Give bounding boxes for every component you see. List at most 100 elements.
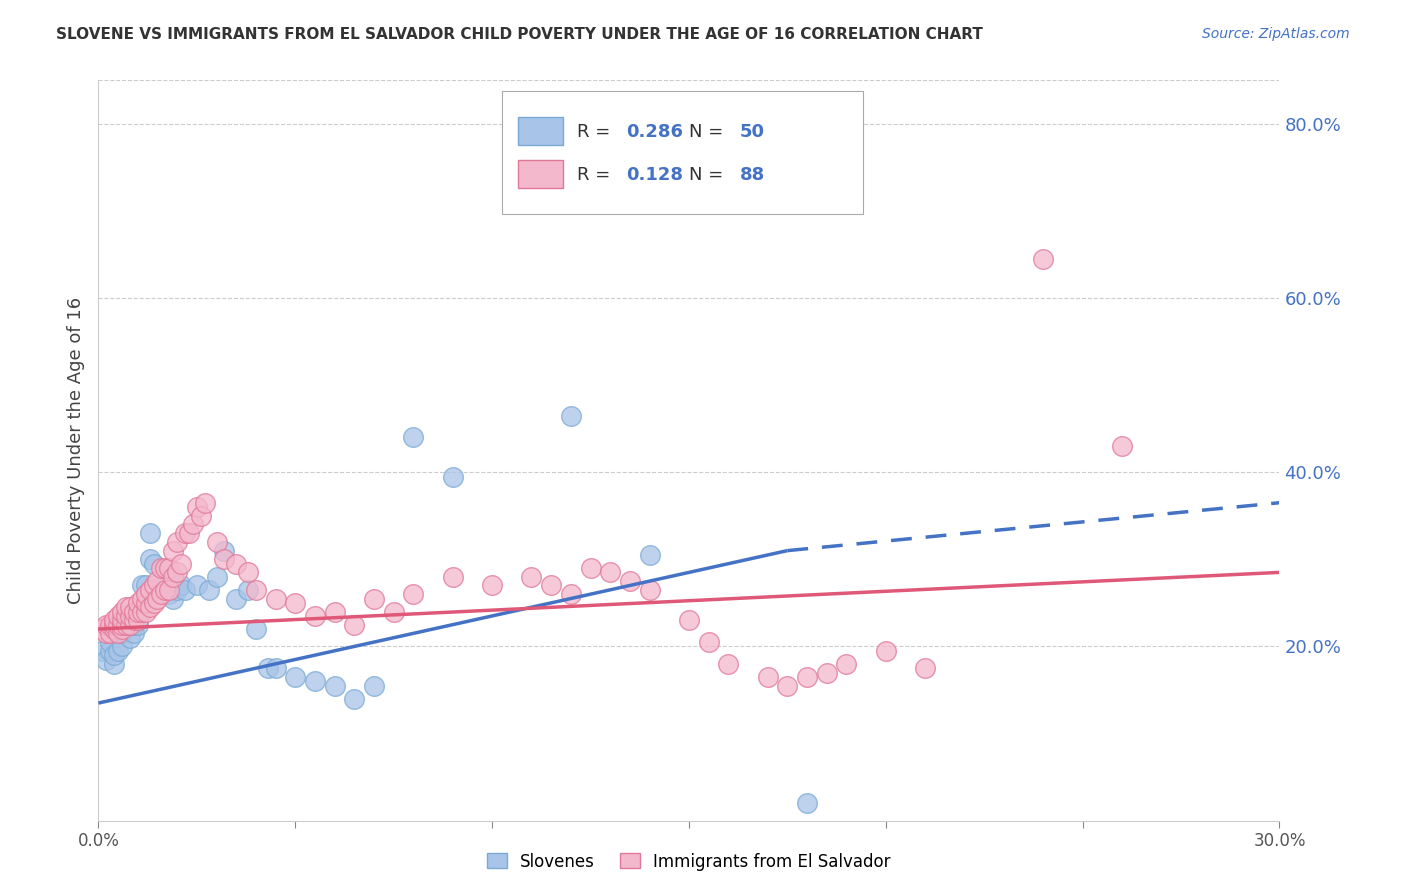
Point [166, 582, 188, 597]
Point [835, 657, 858, 671]
Point [441, 469, 464, 483]
Point [1111, 439, 1133, 453]
Point [107, 609, 129, 624]
Point [157, 582, 180, 597]
Point [150, 561, 173, 575]
Point [122, 605, 145, 619]
Point [796, 796, 818, 810]
Point [103, 613, 125, 627]
Point [441, 570, 464, 584]
Point [190, 508, 212, 523]
Point [174, 526, 197, 541]
Point [103, 648, 125, 662]
Text: 88: 88 [740, 166, 765, 184]
Text: SLOVENE VS IMMIGRANTS FROM EL SALVADOR CHILD POVERTY UNDER THE AGE OF 16 CORRELA: SLOVENE VS IMMIGRANTS FROM EL SALVADOR C… [56, 27, 983, 42]
Point [115, 617, 138, 632]
Point [697, 635, 720, 649]
Point [91, 644, 114, 658]
Point [135, 605, 157, 619]
Point [142, 578, 165, 592]
Point [111, 622, 134, 636]
Point [122, 613, 145, 627]
Text: N =: N = [689, 166, 728, 184]
Point [245, 622, 267, 636]
Point [245, 582, 267, 597]
Point [138, 552, 160, 566]
Point [560, 409, 582, 423]
Point [776, 679, 799, 693]
Point [103, 617, 125, 632]
Point [323, 679, 346, 693]
Point [146, 574, 169, 588]
Point [127, 596, 149, 610]
Point [323, 605, 346, 619]
Point [111, 626, 134, 640]
Point [127, 613, 149, 627]
Point [481, 578, 503, 592]
Point [599, 566, 621, 580]
Point [111, 617, 134, 632]
Point [150, 587, 173, 601]
Point [107, 626, 129, 640]
Point [363, 679, 385, 693]
Point [174, 582, 197, 597]
FancyBboxPatch shape [502, 91, 862, 213]
Point [186, 578, 208, 592]
Point [304, 674, 326, 689]
Point [96, 626, 118, 640]
Point [98, 635, 121, 649]
Point [225, 557, 247, 571]
Point [162, 591, 184, 606]
Point [166, 535, 188, 549]
Point [115, 622, 138, 636]
Point [107, 626, 129, 640]
Y-axis label: Child Poverty Under the Age of 16: Child Poverty Under the Age of 16 [66, 297, 84, 604]
Point [177, 526, 200, 541]
Point [162, 543, 184, 558]
Point [157, 587, 180, 601]
Point [343, 617, 366, 632]
Point [138, 600, 160, 615]
Point [115, 609, 138, 624]
Point [363, 591, 385, 606]
Point [127, 617, 149, 632]
Point [138, 582, 160, 597]
Point [155, 578, 177, 592]
Point [619, 574, 641, 588]
Point [118, 600, 141, 615]
Point [157, 561, 180, 575]
Point [181, 517, 204, 532]
Point [236, 566, 259, 580]
Point [103, 657, 125, 671]
Text: 0.128: 0.128 [626, 166, 683, 184]
Point [98, 644, 121, 658]
Point [103, 622, 125, 636]
Point [815, 665, 838, 680]
Point [96, 617, 118, 632]
Point [284, 596, 307, 610]
Point [678, 613, 700, 627]
Point [118, 609, 141, 624]
Point [205, 535, 228, 549]
Point [638, 548, 661, 562]
Point [131, 591, 153, 606]
Point [162, 570, 184, 584]
Text: N =: N = [689, 123, 728, 141]
Point [107, 644, 129, 658]
Text: 50: 50 [740, 123, 765, 141]
FancyBboxPatch shape [517, 118, 562, 145]
Point [170, 578, 193, 592]
Point [91, 622, 114, 636]
Point [155, 561, 177, 575]
Point [214, 543, 236, 558]
Point [115, 600, 138, 615]
Point [717, 657, 740, 671]
Point [142, 557, 165, 571]
Point [186, 500, 208, 514]
Point [214, 552, 236, 566]
Point [122, 626, 145, 640]
Text: Source: ZipAtlas.com: Source: ZipAtlas.com [1202, 27, 1350, 41]
Point [131, 605, 153, 619]
Point [225, 591, 247, 606]
Point [382, 605, 405, 619]
